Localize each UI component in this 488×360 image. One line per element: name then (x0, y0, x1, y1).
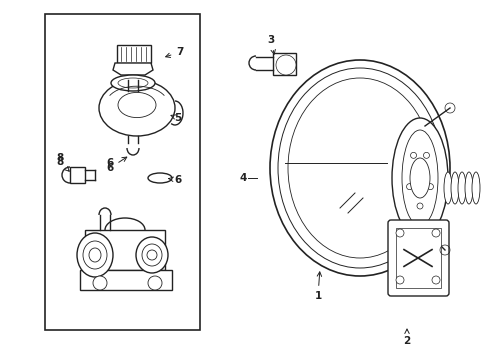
Text: 1: 1 (314, 272, 321, 301)
Polygon shape (272, 53, 295, 75)
Circle shape (395, 276, 403, 284)
Bar (395, 228, 440, 288)
Ellipse shape (83, 241, 107, 269)
Text: 6: 6 (106, 157, 126, 173)
Text: 2: 2 (403, 329, 410, 346)
Text: 5: 5 (171, 113, 181, 123)
Ellipse shape (471, 172, 479, 204)
Ellipse shape (118, 78, 148, 88)
Circle shape (410, 152, 416, 158)
FancyBboxPatch shape (387, 220, 448, 296)
Circle shape (423, 152, 428, 158)
Ellipse shape (391, 118, 447, 238)
Ellipse shape (275, 55, 295, 75)
Ellipse shape (464, 172, 472, 204)
Ellipse shape (148, 173, 172, 183)
Text: 6: 6 (168, 175, 181, 185)
Ellipse shape (136, 237, 168, 273)
Circle shape (431, 276, 439, 284)
Ellipse shape (147, 250, 157, 260)
Polygon shape (80, 270, 172, 290)
Polygon shape (117, 45, 151, 63)
Polygon shape (85, 230, 164, 270)
Polygon shape (113, 63, 153, 75)
Circle shape (93, 276, 107, 290)
Circle shape (427, 184, 432, 190)
Ellipse shape (99, 80, 175, 136)
Ellipse shape (77, 233, 113, 277)
Ellipse shape (278, 68, 441, 268)
Circle shape (395, 229, 403, 237)
Ellipse shape (409, 158, 429, 198)
Bar (45, 14, 200, 330)
Ellipse shape (457, 172, 465, 204)
Text: 8: 8 (56, 157, 69, 171)
Circle shape (416, 203, 422, 209)
Ellipse shape (89, 248, 101, 262)
Text: 8: 8 (56, 153, 63, 163)
Text: 4: 4 (239, 173, 246, 183)
Polygon shape (70, 167, 85, 183)
Text: 7: 7 (165, 47, 183, 58)
Ellipse shape (450, 172, 458, 204)
Ellipse shape (118, 93, 156, 118)
Ellipse shape (269, 60, 449, 276)
Ellipse shape (142, 244, 162, 266)
Ellipse shape (111, 75, 155, 91)
Ellipse shape (287, 78, 431, 258)
Text: 3: 3 (267, 35, 275, 54)
Text: 6: 6 (106, 158, 113, 168)
Ellipse shape (443, 172, 451, 204)
Circle shape (431, 229, 439, 237)
Circle shape (406, 184, 412, 190)
Circle shape (148, 276, 162, 290)
Ellipse shape (401, 130, 437, 226)
